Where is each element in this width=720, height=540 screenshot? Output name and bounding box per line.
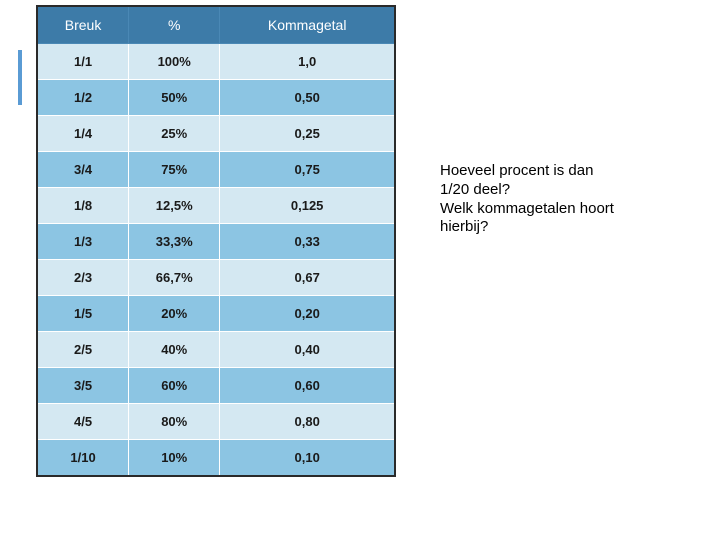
- cell-breuk: 1/2: [37, 80, 129, 116]
- cell-komma: 0,40: [220, 332, 395, 368]
- question-line: hierbij?: [440, 218, 488, 235]
- cell-breuk: 2/5: [37, 332, 129, 368]
- cell-percent: 12,5%: [129, 188, 220, 224]
- table-row: 2/5 40% 0,40: [37, 332, 395, 368]
- table-row: 1/5 20% 0,20: [37, 296, 395, 332]
- cell-breuk: 1/1: [37, 44, 129, 80]
- conversion-table: Breuk % Kommagetal 1/1 100% 1,0 1/2 50% …: [36, 5, 396, 477]
- table-body: 1/1 100% 1,0 1/2 50% 0,50 1/4 25% 0,25 3…: [37, 44, 395, 477]
- cell-komma: 0,67: [220, 260, 395, 296]
- table-header-row: Breuk % Kommagetal: [37, 6, 395, 44]
- cell-breuk: 1/8: [37, 188, 129, 224]
- table-row: 1/4 25% 0,25: [37, 116, 395, 152]
- cell-breuk: 1/3: [37, 224, 129, 260]
- cell-komma: 0,80: [220, 404, 395, 440]
- table-row: 3/5 60% 0,60: [37, 368, 395, 404]
- cell-percent: 60%: [129, 368, 220, 404]
- cell-komma: 0,75: [220, 152, 395, 188]
- cell-percent: 66,7%: [129, 260, 220, 296]
- table-row: 1/8 12,5% 0,125: [37, 188, 395, 224]
- table-row: 1/2 50% 0,50: [37, 80, 395, 116]
- question-line: Welk kommagetalen hoort: [440, 200, 614, 217]
- cell-breuk: 1/10: [37, 440, 129, 477]
- table-row: 3/4 75% 0,75: [37, 152, 395, 188]
- cell-komma: 0,25: [220, 116, 395, 152]
- cell-komma: 0,20: [220, 296, 395, 332]
- cell-breuk: 3/4: [37, 152, 129, 188]
- question-line: 1/20 deel?: [440, 181, 510, 198]
- cell-komma: 1,0: [220, 44, 395, 80]
- question-line: Hoeveel procent is dan: [440, 162, 593, 179]
- cell-komma: 0,33: [220, 224, 395, 260]
- cell-percent: 20%: [129, 296, 220, 332]
- cell-breuk: 3/5: [37, 368, 129, 404]
- cell-breuk: 1/5: [37, 296, 129, 332]
- col-header-breuk: Breuk: [37, 6, 129, 44]
- question-text: Hoeveel procent is dan 1/20 deel? Welk k…: [440, 162, 680, 237]
- cell-breuk: 4/5: [37, 404, 129, 440]
- cell-percent: 10%: [129, 440, 220, 477]
- table-row: 1/1 100% 1,0: [37, 44, 395, 80]
- col-header-percent: %: [129, 6, 220, 44]
- conversion-table-container: Breuk % Kommagetal 1/1 100% 1,0 1/2 50% …: [36, 5, 396, 477]
- table-row: 2/3 66,7% 0,67: [37, 260, 395, 296]
- cell-percent: 25%: [129, 116, 220, 152]
- cell-percent: 40%: [129, 332, 220, 368]
- cell-percent: 33,3%: [129, 224, 220, 260]
- cell-percent: 50%: [129, 80, 220, 116]
- cell-breuk: 2/3: [37, 260, 129, 296]
- cell-komma: 0,60: [220, 368, 395, 404]
- cell-komma: 0,10: [220, 440, 395, 477]
- col-header-kommagetal: Kommagetal: [220, 6, 395, 44]
- table-row: 1/3 33,3% 0,33: [37, 224, 395, 260]
- cell-komma: 0,125: [220, 188, 395, 224]
- table-row: 4/5 80% 0,80: [37, 404, 395, 440]
- accent-bar: [18, 50, 22, 105]
- table-row: 1/10 10% 0,10: [37, 440, 395, 477]
- cell-breuk: 1/4: [37, 116, 129, 152]
- cell-percent: 75%: [129, 152, 220, 188]
- cell-komma: 0,50: [220, 80, 395, 116]
- cell-percent: 80%: [129, 404, 220, 440]
- cell-percent: 100%: [129, 44, 220, 80]
